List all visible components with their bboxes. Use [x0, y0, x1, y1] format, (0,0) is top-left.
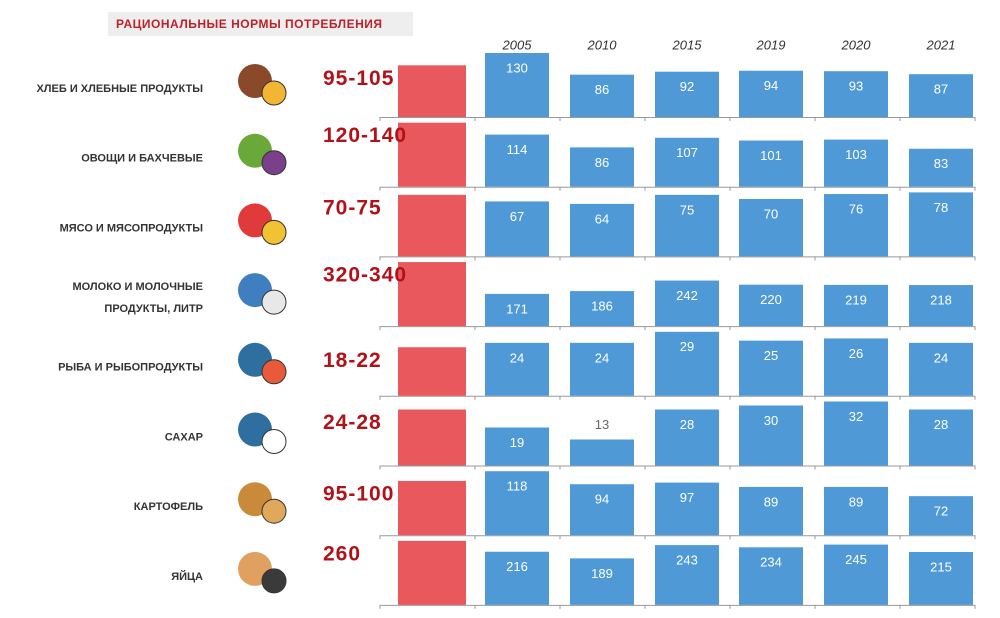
value-label: 13 — [595, 417, 609, 432]
icon — [262, 81, 286, 105]
value-label: 242 — [676, 288, 698, 303]
value-label: 218 — [930, 293, 952, 308]
row-label: КАРТОФЕЛЬ — [134, 501, 203, 513]
norm-label: 24-28 — [323, 411, 382, 434]
value-label: 220 — [760, 292, 782, 307]
value-label: 234 — [760, 555, 782, 570]
norm-label: 95-105 — [323, 67, 394, 90]
icon — [262, 360, 286, 384]
value-label: 186 — [591, 299, 613, 314]
value-label: 130 — [506, 60, 528, 75]
value-label: 114 — [507, 142, 528, 157]
row-label: ЯЙЦА — [171, 570, 203, 583]
icon — [262, 499, 286, 523]
norm-bar — [398, 541, 466, 605]
value-label: 26 — [849, 346, 863, 361]
value-label: 24 — [510, 350, 524, 365]
value-label: 78 — [934, 200, 948, 215]
norm-label: 70-75 — [323, 196, 382, 219]
value-label: 19 — [510, 435, 524, 450]
norm-bar — [398, 481, 466, 535]
value-label: 24 — [934, 350, 948, 365]
value-label: 32 — [849, 409, 863, 424]
year-label: 2019 — [756, 37, 786, 52]
norm-label: 320-340 — [323, 264, 407, 287]
value-label: 97 — [680, 490, 694, 505]
row-label: МОЛОКО И МОЛОЧНЫЕ — [72, 281, 203, 293]
bar — [570, 440, 634, 466]
value-label: 107 — [676, 145, 698, 160]
value-label: 189 — [591, 566, 613, 581]
value-label: 92 — [680, 79, 694, 94]
value-label: 89 — [849, 494, 863, 509]
infographic: Рациональные нормы потребления 2005 2010 2… — [0, 0, 1000, 618]
chart-title: Рациональные нормы потребления — [116, 17, 383, 31]
norm-label: 260 — [323, 542, 361, 565]
value-label: 118 — [507, 479, 528, 494]
norm-bar — [398, 410, 466, 466]
year-label: 2021 — [926, 37, 956, 52]
norm-bar — [398, 123, 466, 187]
year-label: 2020 — [841, 37, 872, 52]
value-label: 30 — [764, 413, 778, 428]
value-label: 75 — [680, 202, 694, 217]
norm-bar — [398, 195, 466, 257]
value-label: 28 — [680, 417, 694, 432]
norm-bar — [398, 262, 466, 326]
icon — [262, 290, 286, 314]
value-label: 215 — [930, 559, 952, 574]
value-label: 28 — [934, 417, 948, 432]
row-label: РЫБА И РЫБОПРОДУКТЫ — [58, 362, 203, 374]
value-label: 171 — [506, 301, 528, 316]
norm-label: 95-100 — [323, 483, 394, 506]
value-label: 86 — [595, 82, 609, 97]
value-label: 103 — [845, 147, 867, 162]
icon — [262, 151, 286, 175]
row-label: ОВОЩИ И БАХЧЕВЫЕ — [81, 153, 203, 165]
value-label: 216 — [506, 559, 528, 574]
value-label: 93 — [849, 79, 863, 94]
value-label: 94 — [764, 78, 778, 93]
value-label: 86 — [595, 155, 609, 170]
norm-label: 120-140 — [323, 124, 407, 147]
icon — [262, 220, 286, 244]
row-label: ХЛЕБ И ХЛЕБНЫЕ ПРОДУКТЫ — [36, 83, 203, 95]
value-label: 29 — [680, 339, 694, 354]
value-label: 24 — [595, 350, 609, 365]
value-label: 83 — [934, 156, 948, 171]
value-label: 25 — [764, 348, 778, 363]
value-label: 219 — [845, 292, 867, 307]
value-label: 243 — [676, 553, 698, 568]
value-label: 72 — [934, 504, 948, 519]
year-label: 2015 — [672, 37, 703, 52]
value-label: 64 — [595, 211, 609, 226]
value-label: 245 — [845, 552, 867, 567]
norm-bar — [398, 65, 466, 117]
row-label: ПРОДУКТЫ, ЛИТР — [104, 303, 203, 315]
icon — [262, 430, 286, 454]
year-label: 2005 — [502, 37, 533, 52]
icon — [262, 569, 286, 593]
value-label: 70 — [764, 206, 778, 221]
norm-label: 18-22 — [323, 349, 382, 372]
value-label: 94 — [595, 492, 609, 507]
value-label: 87 — [934, 82, 948, 97]
value-label: 101 — [760, 148, 782, 163]
value-label: 76 — [849, 201, 863, 216]
value-label: 67 — [510, 209, 524, 224]
row-label: МЯСО И МЯСОПРОДУКТЫ — [60, 222, 204, 234]
value-label: 89 — [764, 494, 778, 509]
norm-bar — [398, 347, 466, 396]
row-label: САХАР — [165, 431, 203, 443]
year-label: 2010 — [587, 37, 618, 52]
